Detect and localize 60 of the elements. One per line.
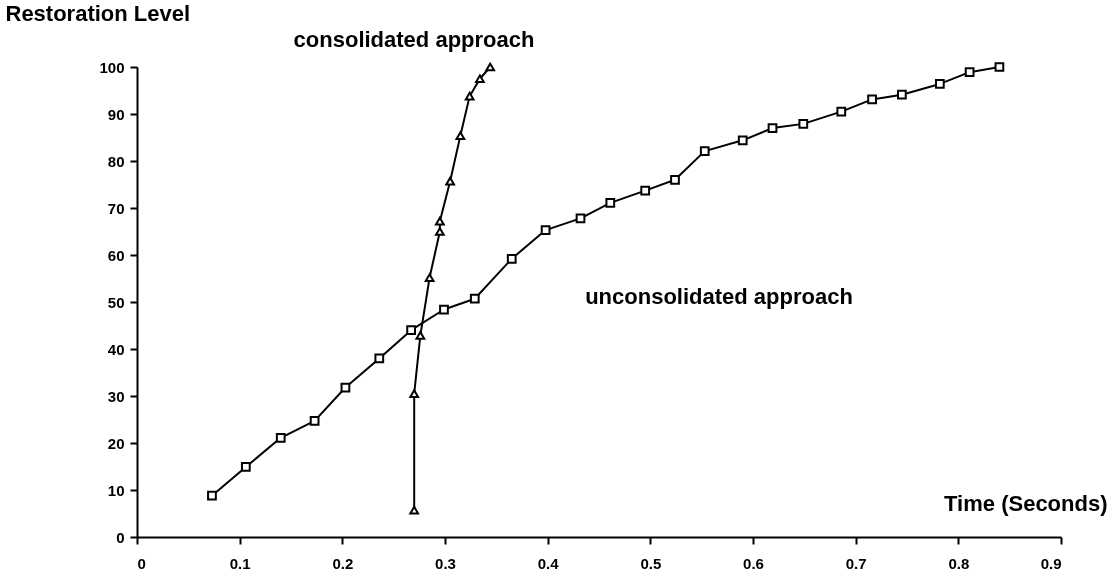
point: [506, 253, 517, 264]
point: [464, 91, 475, 101]
y-tick-label: 30: [107, 387, 125, 405]
point: [374, 353, 385, 364]
point: [867, 94, 877, 105]
point: [798, 119, 809, 129]
y-tick-label: 100: [99, 58, 125, 76]
point: [434, 227, 445, 236]
y-tick-label: 90: [107, 105, 125, 123]
point: [934, 79, 945, 89]
point: [670, 174, 680, 185]
point: [434, 216, 445, 226]
point: [575, 213, 586, 224]
point: [896, 89, 907, 100]
y-tick-label: 10: [107, 481, 125, 499]
x-tick-label: 0: [137, 554, 146, 572]
x-axis-title: Time (Seconds): [944, 490, 1108, 516]
point: [415, 331, 426, 340]
y-tick-label: 40: [107, 340, 125, 358]
y-tick-label: 70: [107, 199, 125, 217]
point: [409, 505, 420, 515]
point: [469, 293, 480, 304]
y-tick-label: 80: [107, 152, 125, 170]
y-tick-label: 0: [116, 528, 125, 546]
y-axis-title: Restoration Level: [5, 0, 191, 26]
point: [445, 176, 456, 186]
point: [605, 197, 616, 208]
point: [836, 106, 847, 117]
point: [640, 185, 651, 196]
x-tick-label: 0.1: [229, 554, 251, 572]
point: [455, 131, 466, 140]
point: [309, 416, 320, 426]
x-tick-label: 0.8: [948, 554, 970, 572]
point: [275, 432, 286, 443]
x-tick-label: 0.5: [640, 554, 662, 572]
x-tick-label: 0.4: [537, 554, 560, 572]
text: unconsolidated approach: [585, 284, 853, 309]
x-tick-label: 0.7: [845, 554, 867, 572]
point: [424, 273, 435, 282]
y-tick-label: 50: [107, 293, 125, 311]
y-tick-label: 20: [107, 434, 125, 452]
y-tick-label: 60: [107, 246, 125, 264]
point: [699, 146, 710, 156]
point: [540, 225, 551, 235]
x-tick-label: 0.2: [332, 554, 354, 572]
text: consolidated approach: [293, 27, 535, 52]
point: [207, 490, 217, 501]
x-tick-label: 0.9: [1040, 554, 1062, 572]
point: [964, 67, 975, 78]
point: [737, 135, 748, 146]
point: [439, 304, 449, 315]
x-tick-label: 0.6: [743, 554, 764, 572]
point: [406, 325, 416, 336]
point: [485, 62, 496, 72]
point: [994, 62, 1005, 72]
point: [767, 123, 778, 133]
point: [475, 74, 485, 84]
point: [409, 389, 420, 398]
x-tick-label: 0.3: [435, 554, 456, 572]
point: [240, 462, 251, 472]
